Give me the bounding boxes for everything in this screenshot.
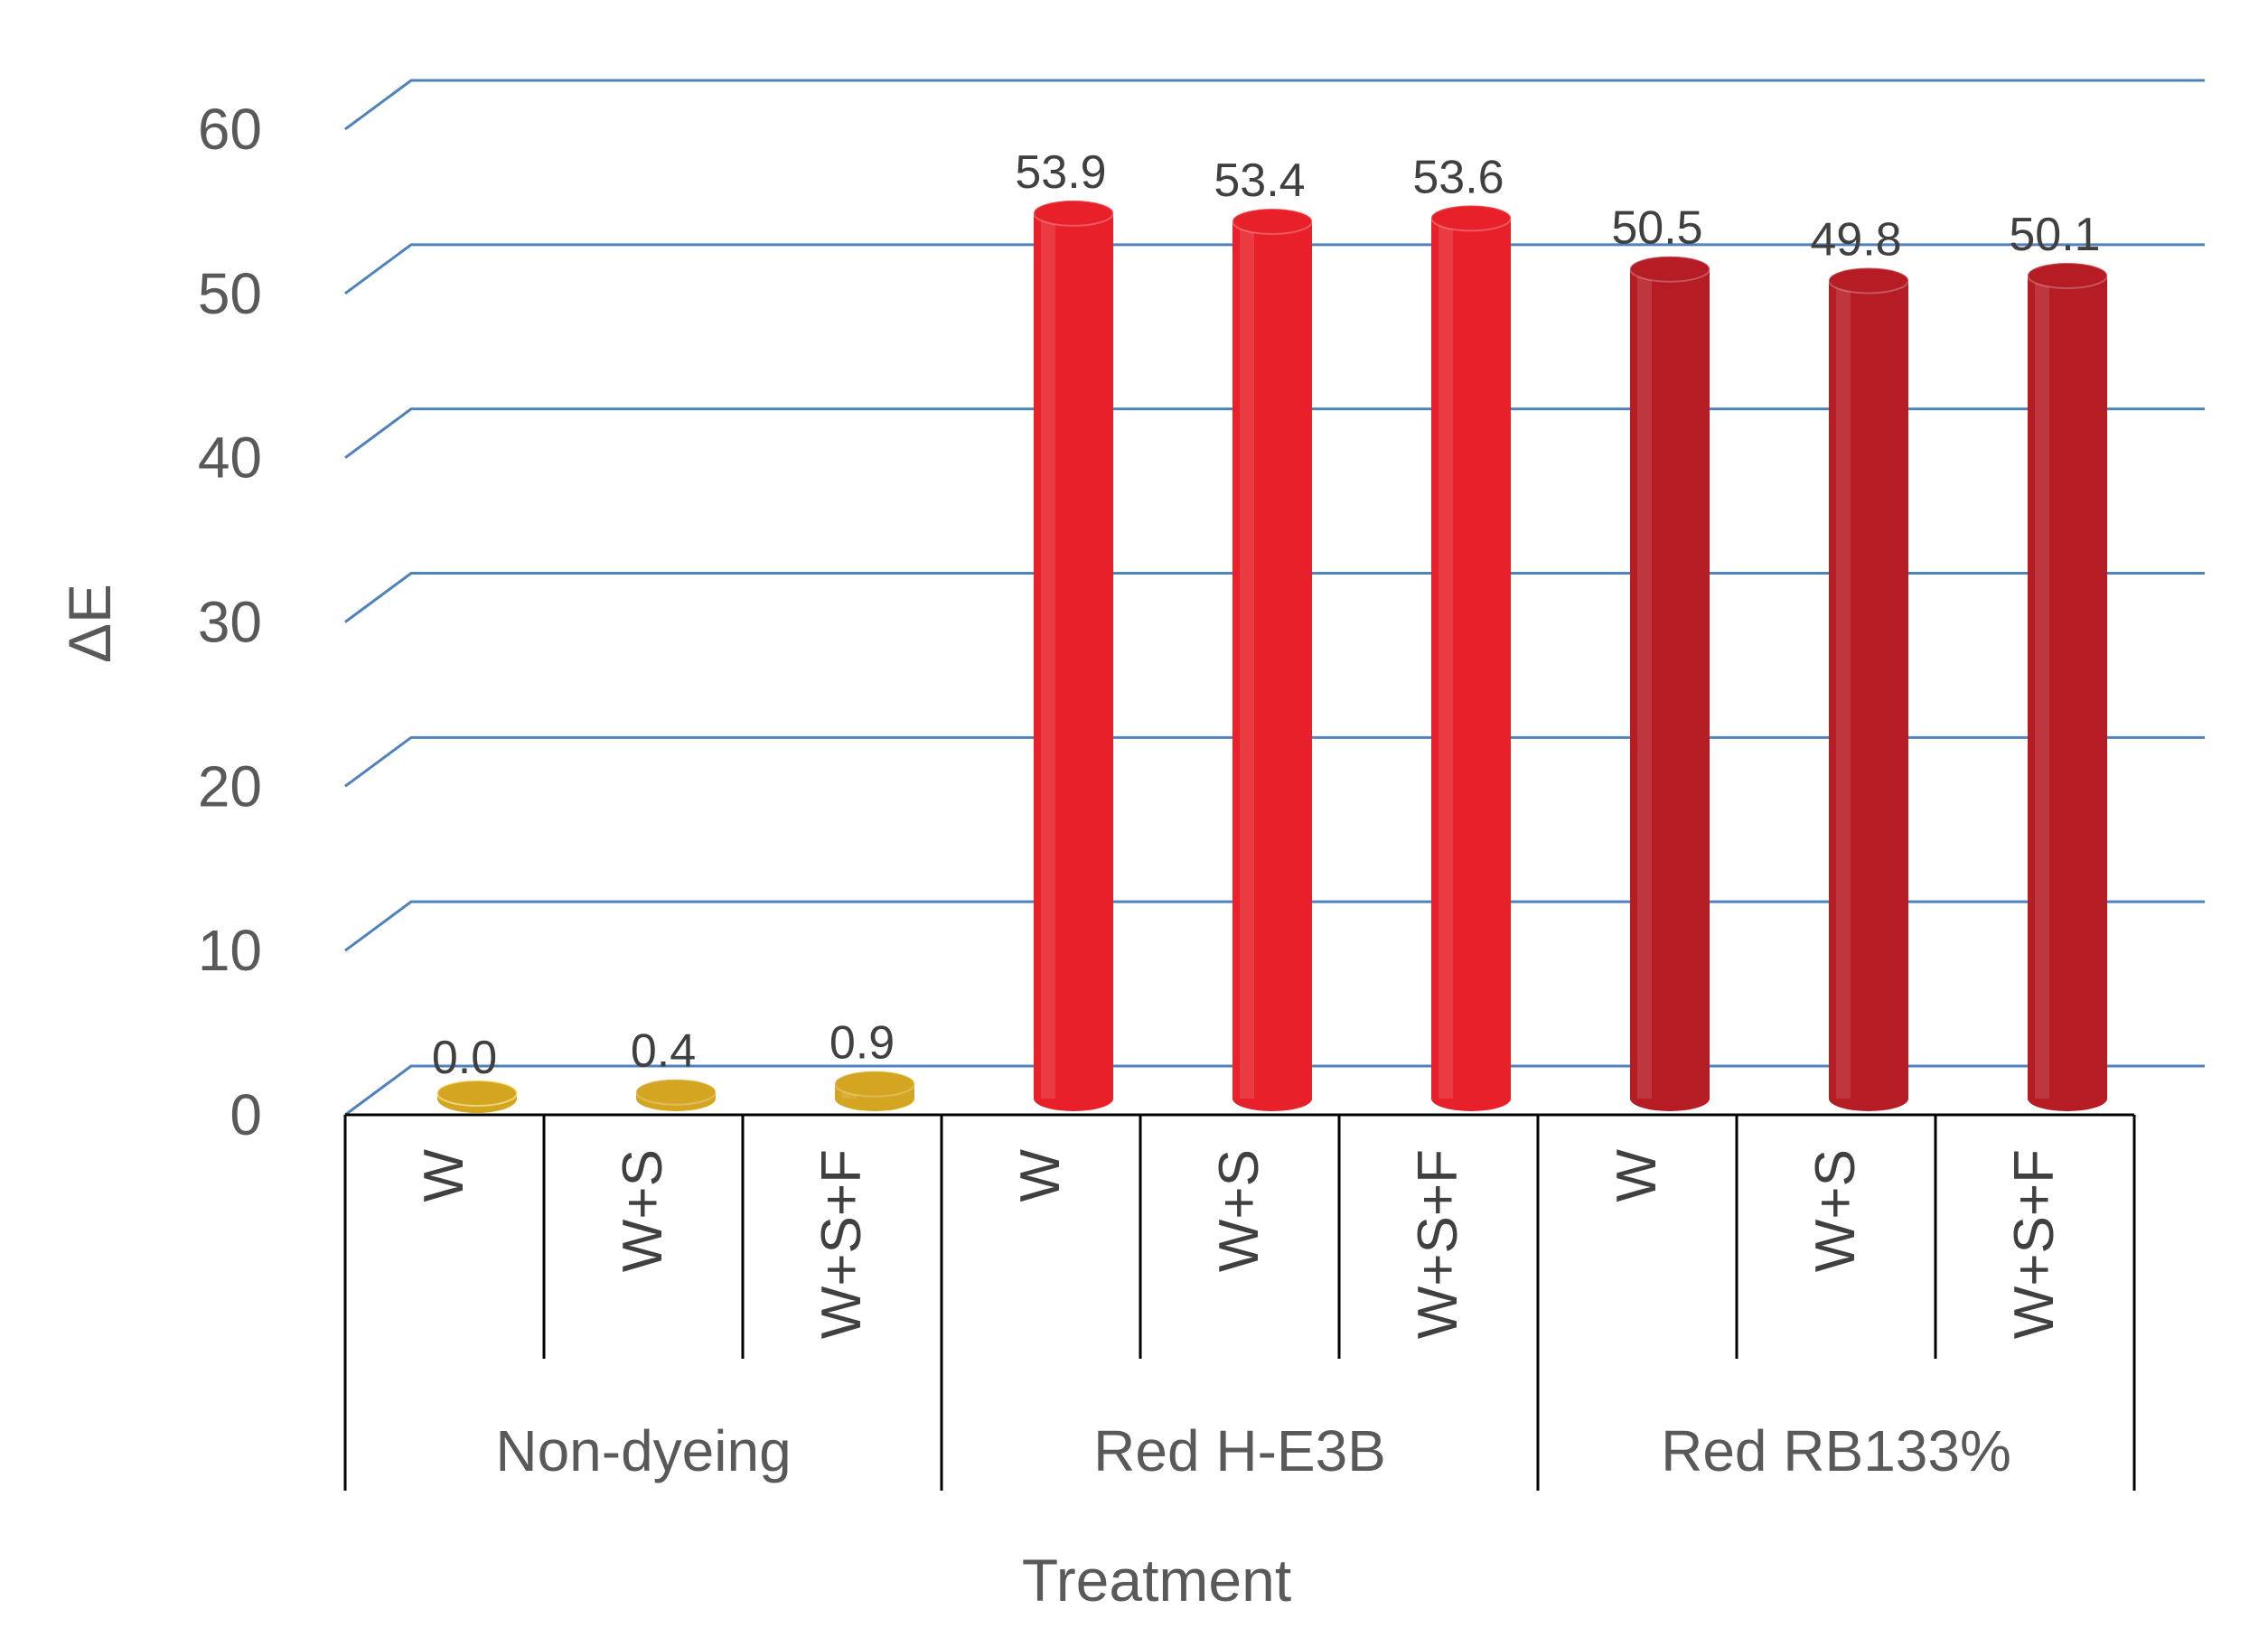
y-tick-label: 30 bbox=[198, 590, 262, 655]
group-label: Red H-E3B bbox=[1093, 1418, 1386, 1483]
bar bbox=[1232, 208, 1313, 1111]
group-label: Non-dyeing bbox=[495, 1418, 791, 1483]
data-label: 0.9 bbox=[829, 1017, 895, 1070]
bars bbox=[436, 199, 2108, 1113]
y-tick-label: 60 bbox=[198, 97, 262, 162]
category-label: W+S bbox=[1208, 1149, 1270, 1272]
bar bbox=[436, 1080, 518, 1113]
data-label: 50.5 bbox=[1611, 202, 1702, 255]
y-tick-label: 50 bbox=[198, 261, 262, 326]
data-labels: 0.0 0.4 0.9 53.9 53.4 53.6 50.5 49.8 50.1 bbox=[432, 146, 2101, 1084]
gridline bbox=[344, 243, 2205, 295]
bar bbox=[1828, 267, 1909, 1111]
y-tick-label: 10 bbox=[198, 918, 262, 983]
category-label: W bbox=[413, 1149, 475, 1202]
category-label: W+S bbox=[1804, 1149, 1867, 1272]
bar bbox=[635, 1078, 717, 1111]
data-label: 50.1 bbox=[2009, 209, 2100, 261]
y-axis-title: ΔE bbox=[56, 584, 123, 663]
data-label: 53.9 bbox=[1015, 146, 1106, 199]
x-axis-title: Treatment bbox=[1022, 1547, 1291, 1614]
category-label: W+S+F bbox=[2003, 1149, 2066, 1339]
category-label: W bbox=[1606, 1149, 1668, 1202]
data-label: 0.0 bbox=[432, 1032, 497, 1084]
group-label: Red RB133% bbox=[1661, 1418, 2011, 1483]
bar bbox=[1629, 255, 1710, 1111]
gridline bbox=[344, 1064, 2205, 1117]
gridline bbox=[344, 79, 2205, 131]
bar bbox=[2027, 262, 2108, 1111]
gridlines: 0 10 20 30 40 50 60 bbox=[198, 79, 2205, 1147]
bar bbox=[1430, 204, 1512, 1111]
y-tick-label: 0 bbox=[230, 1082, 262, 1147]
data-label: 53.4 bbox=[1214, 154, 1305, 207]
data-label: 0.4 bbox=[631, 1025, 696, 1078]
category-axis: W W+S W+S+F W W+S W+S+F W W+S W+S+F Non-dyeing Red… bbox=[343, 1115, 2136, 1491]
gridline bbox=[344, 572, 2205, 623]
y-tick-label: 20 bbox=[198, 753, 262, 818]
y-tick-label: 40 bbox=[198, 426, 262, 491]
category-label: W bbox=[1009, 1149, 1072, 1202]
bar bbox=[1033, 199, 1114, 1111]
gridline bbox=[344, 735, 2205, 788]
bar bbox=[834, 1070, 915, 1111]
category-label: W+S+F bbox=[811, 1149, 873, 1339]
category-label: W+S+F bbox=[1407, 1149, 1469, 1339]
data-label: 53.6 bbox=[1412, 151, 1504, 203]
gridline bbox=[344, 407, 2205, 459]
gridline bbox=[344, 900, 2205, 952]
category-label: W+S bbox=[612, 1149, 674, 1272]
data-label: 49.8 bbox=[1810, 213, 1901, 266]
